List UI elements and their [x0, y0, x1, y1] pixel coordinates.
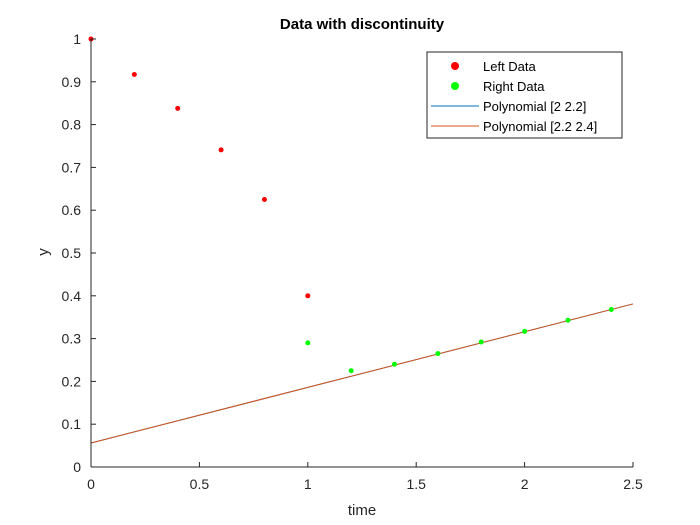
x-tick-label: 1.5: [406, 476, 426, 492]
data-point: [175, 105, 181, 111]
legend-label: Left Data: [483, 59, 537, 74]
y-tick-label: 0.5: [62, 245, 82, 261]
y-tick-label: 0.8: [62, 117, 82, 133]
legend-swatch-marker: [451, 82, 459, 90]
data-point: [305, 293, 311, 299]
y-tick-label: 0.7: [62, 159, 82, 175]
x-tick-label: 2.5: [623, 476, 643, 492]
x-tick-label: 0.5: [190, 476, 210, 492]
x-tick-label: 1: [304, 476, 312, 492]
ticks-layer: 0 0.5 1 1.5 2 2.5 0 0.1 0.2 0.3 0.4 0.5 0.6 0.7 0.8 0.9…: [62, 31, 643, 492]
data-point: [305, 340, 311, 346]
y-tick-label: 1: [73, 31, 81, 47]
data-point: [608, 306, 614, 312]
y-tick-label: 0.1: [62, 416, 82, 432]
x-axis-label: time: [348, 502, 376, 519]
legend-label: Polynomial [2 2.2]: [483, 99, 586, 114]
x-tick-label: 2: [521, 476, 529, 492]
y-tick-label: 0.9: [62, 74, 82, 90]
data-point: [392, 361, 398, 367]
legend-label: Right Data: [483, 79, 545, 94]
data-point: [131, 72, 137, 78]
data-point: [478, 339, 484, 345]
y-tick-label: 0.6: [62, 202, 82, 218]
y-tick-label: 0.2: [62, 373, 82, 389]
y-axis-label: y: [35, 248, 52, 256]
data-point: [348, 368, 354, 374]
legend-swatch-marker: [451, 62, 459, 70]
legend-label: Polynomial [2.2 2.4]: [483, 119, 597, 134]
chart-title: Data with discontinuity: [280, 16, 445, 33]
data-point: [218, 147, 224, 153]
legend-box: [426, 51, 623, 139]
data-point: [435, 351, 441, 357]
y-tick-label: 0.3: [62, 331, 82, 347]
legend-items: Left Data Right Data Polynomial [2 2.2] Pol…: [431, 59, 597, 134]
data-point: [565, 317, 571, 323]
data-point: [261, 197, 267, 202]
series-line-3: [90, 303, 634, 444]
legend: Left Data Right Data Polynomial [2 2.2] Pol…: [426, 51, 623, 139]
y-tick-label: 0.4: [62, 288, 82, 304]
lines-layer: [90, 303, 634, 444]
x-tick-label: 0: [87, 476, 95, 492]
data-point: [522, 328, 528, 334]
y-tick-label: 0: [73, 459, 81, 475]
